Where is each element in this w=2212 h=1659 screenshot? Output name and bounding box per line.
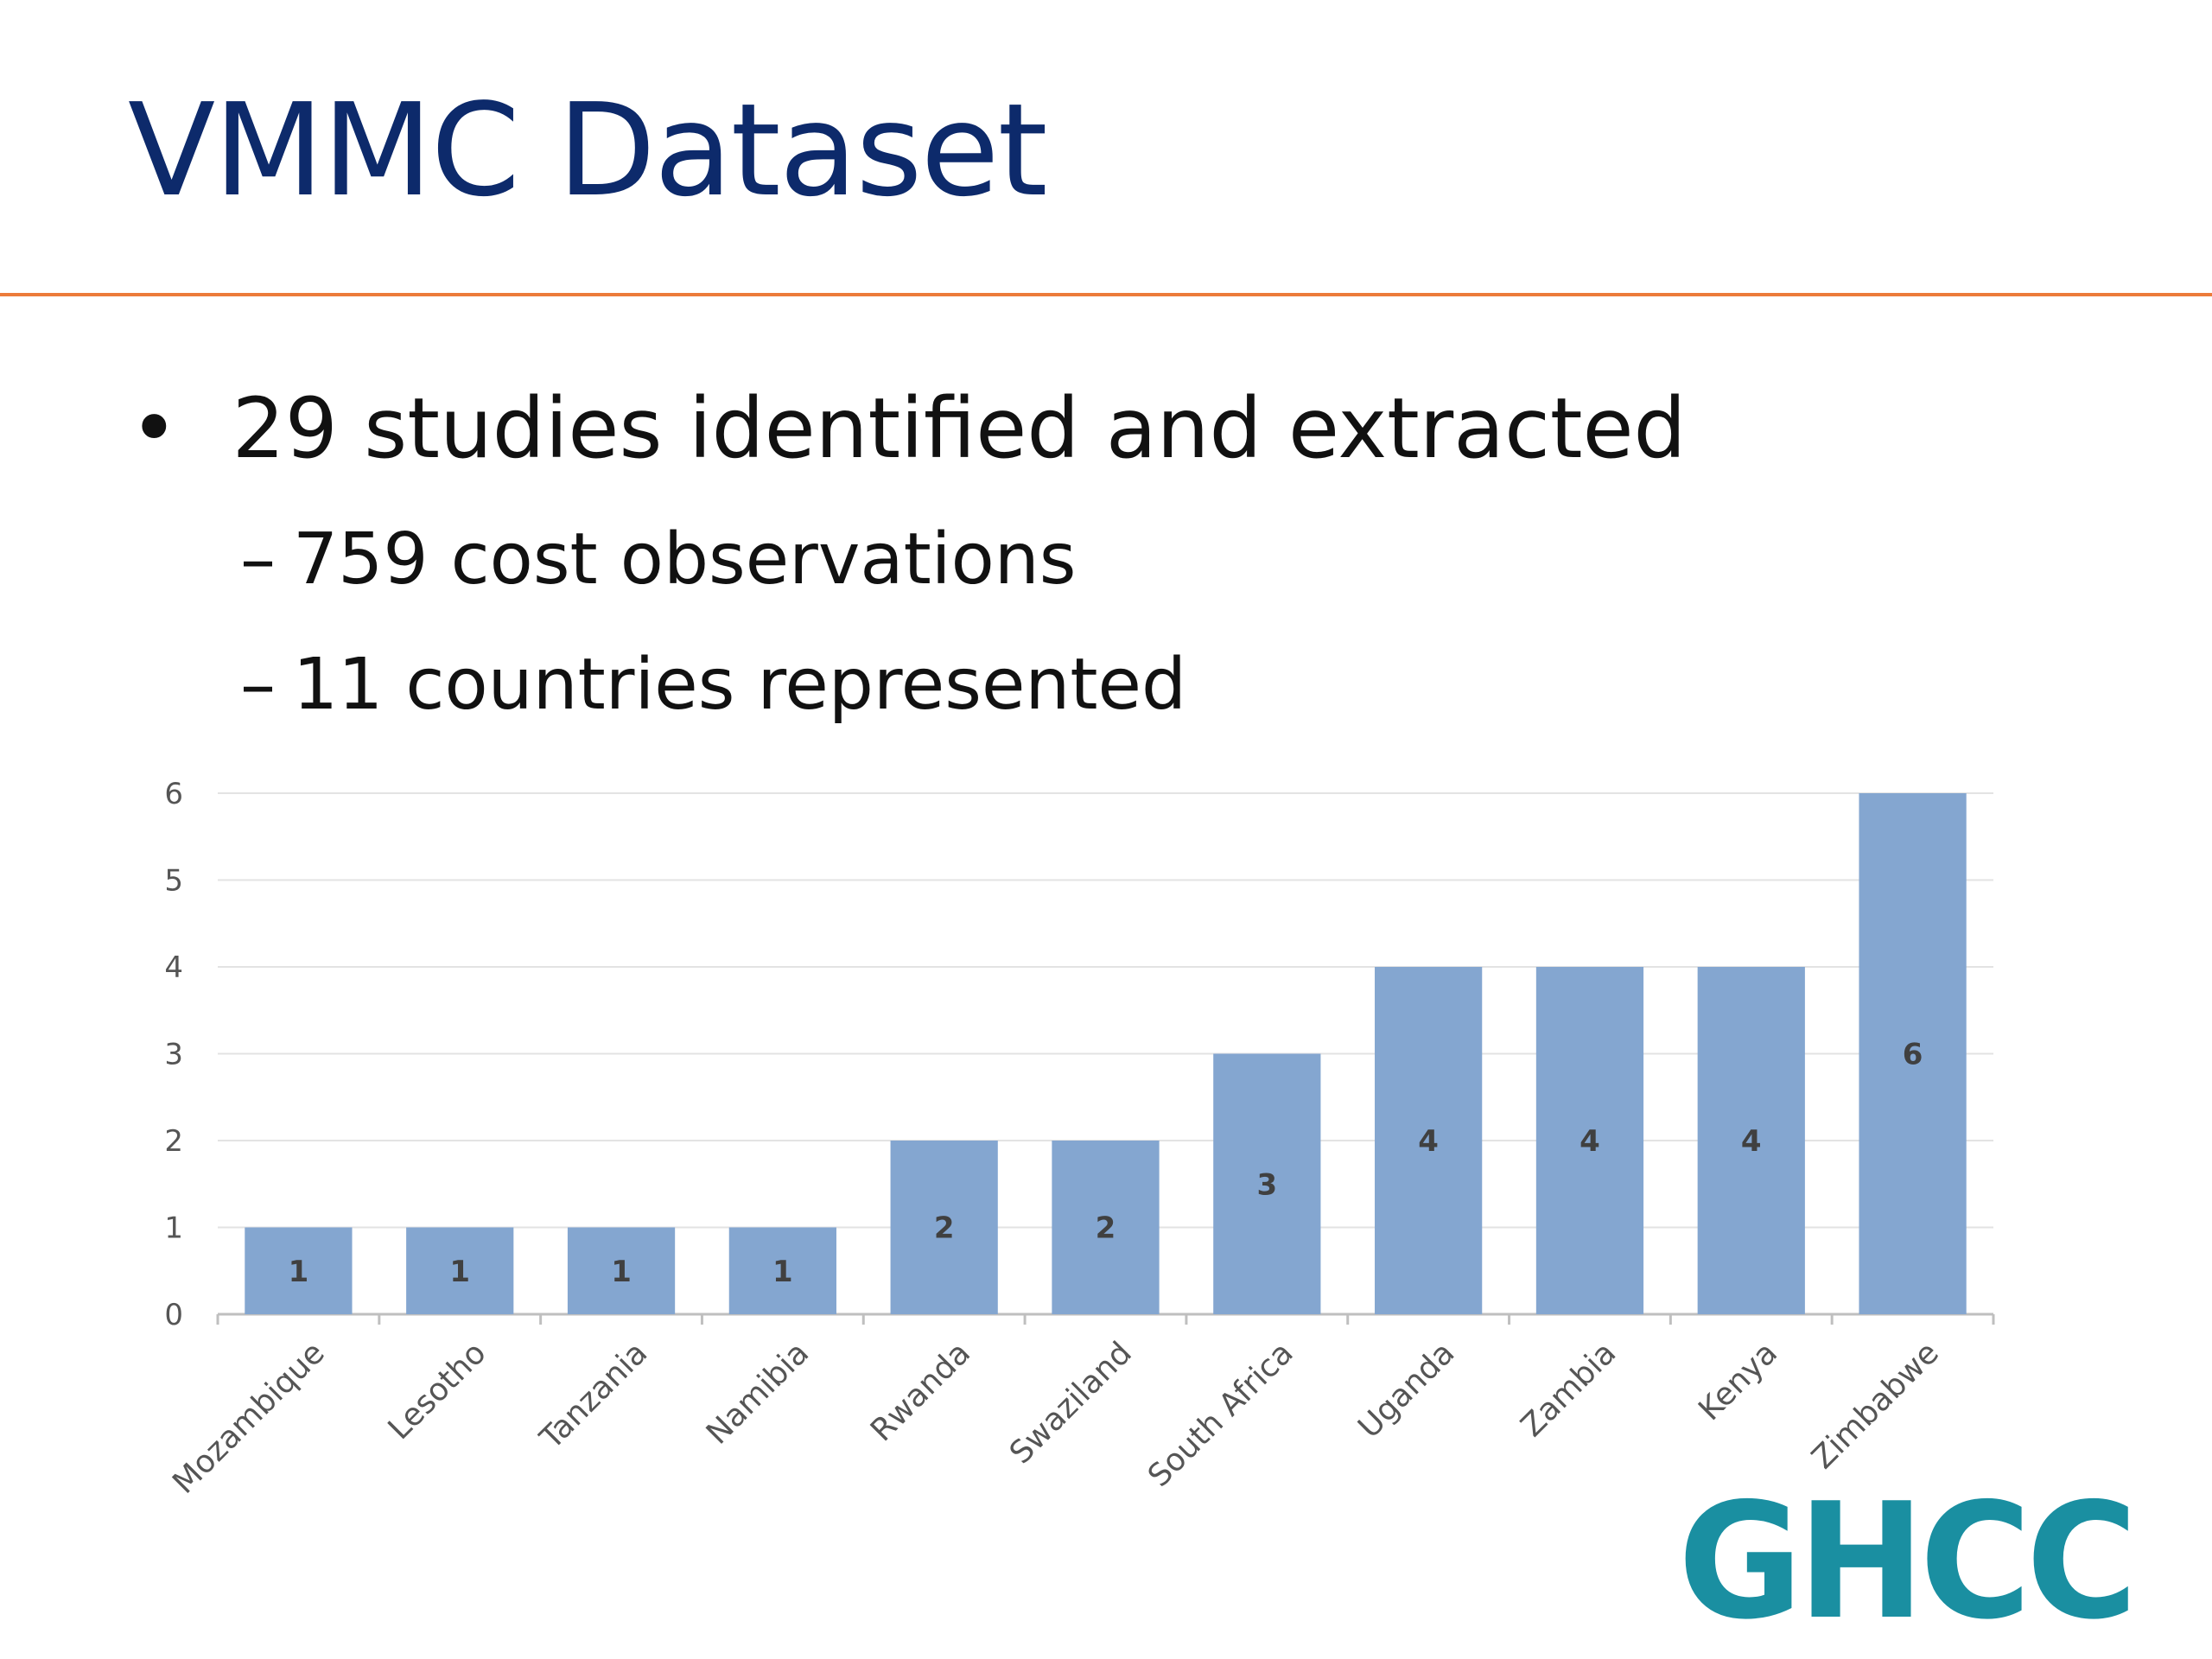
data-label: 2: [1096, 1211, 1116, 1246]
y-tick-label: 3: [164, 1038, 183, 1072]
bar-lesotho: [406, 1227, 514, 1314]
data-label: 6: [1903, 1038, 1923, 1072]
sub-bullet-item-observations: –759 cost observations: [240, 518, 1076, 601]
y-tick-label: 0: [164, 1298, 183, 1332]
bar-tanzania: [567, 1227, 676, 1314]
sub-bullet-text: 759 cost observations: [293, 518, 1077, 601]
bullet-marker: •: [130, 380, 179, 477]
x-tick-label: Uganda: [1351, 1335, 1461, 1445]
y-tick-label: 2: [164, 1124, 183, 1159]
y-tick-label: 4: [164, 950, 183, 985]
x-tick-label: Swaziland: [1003, 1335, 1139, 1471]
x-tick-label: Tanzania: [533, 1335, 655, 1457]
slide-title: VMMC Dataset: [128, 76, 1048, 225]
x-tick-label: South Africa: [1141, 1335, 1300, 1494]
data-label: 1: [289, 1255, 309, 1289]
bullet-item-studies: • 29 studies identified and extracted: [130, 380, 1686, 477]
bar-namibia: [728, 1227, 836, 1314]
sub-bullet-item-countries: –11 countries represented: [240, 644, 1186, 726]
title-divider: [0, 293, 2212, 296]
data-label: 4: [1741, 1124, 1762, 1159]
data-label: 3: [1256, 1167, 1277, 1202]
bar-uganda: [1375, 967, 1483, 1314]
data-label: 4: [1418, 1124, 1439, 1159]
sub-bullet-marker: –: [240, 518, 276, 601]
y-tick-label: 1: [164, 1211, 183, 1246]
bar-swaziland: [1052, 1141, 1160, 1314]
bar-zambia: [1535, 967, 1644, 1314]
data-label: 1: [772, 1255, 793, 1289]
x-tick-label: Namibia: [700, 1335, 816, 1451]
sub-bullet-marker: –: [240, 644, 276, 726]
data-label: 4: [1580, 1124, 1600, 1159]
sub-bullet-text: 11 countries represented: [293, 644, 1187, 726]
bar-mozambique: [245, 1227, 353, 1314]
data-label: 2: [934, 1211, 955, 1246]
bar-rwanda: [890, 1141, 998, 1314]
x-tick-label: Kenya: [1692, 1335, 1784, 1427]
y-tick-label: 6: [164, 777, 183, 811]
ghcc-logo: GHCC: [1677, 1468, 2138, 1656]
data-label: 1: [449, 1255, 470, 1289]
x-tick-label: Zimbabwe: [1805, 1335, 1946, 1476]
x-tick-label: Lesotho: [382, 1335, 493, 1446]
bar-zimbabwe: [1859, 793, 1967, 1314]
bar-kenya: [1697, 967, 1805, 1314]
bar-south-africa: [1213, 1053, 1321, 1314]
x-tick-label: Zambia: [1515, 1335, 1624, 1444]
x-tick-label: Rwanda: [864, 1335, 977, 1448]
data-label: 1: [611, 1255, 632, 1289]
y-tick-label: 5: [164, 864, 183, 899]
bullet-text: 29 studies identified and extracted: [232, 380, 1687, 477]
x-tick-label: Mozambique: [166, 1335, 331, 1500]
